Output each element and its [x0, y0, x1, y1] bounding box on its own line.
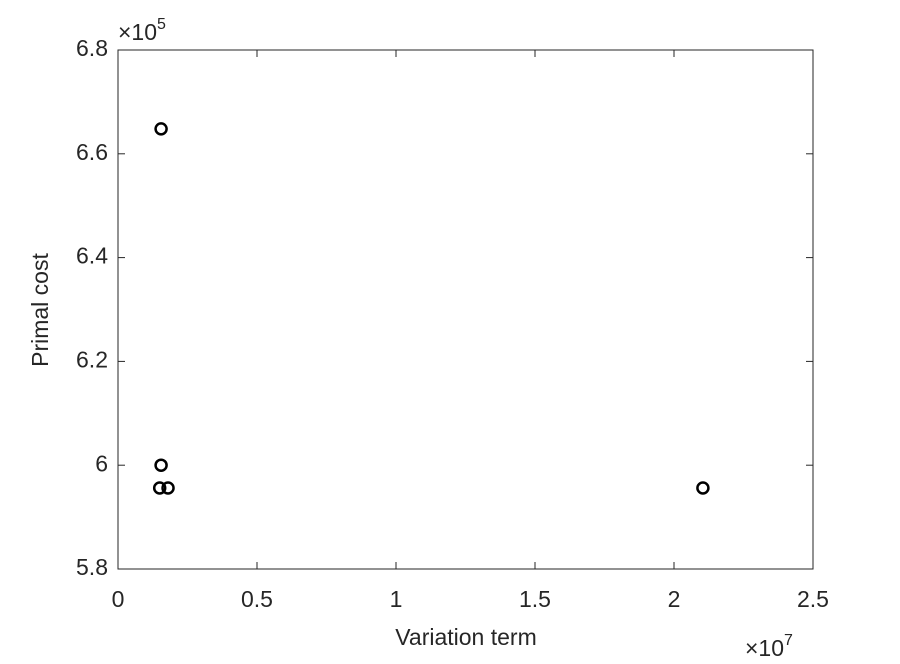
x-exponent-power: 7 [784, 632, 793, 649]
x-tick-label: 0 [112, 586, 125, 612]
y-tick-label: 5.8 [76, 554, 108, 580]
x-exponent-base: ×10 [745, 635, 784, 661]
y-axis-label: Primal cost [27, 253, 53, 367]
point [696, 481, 710, 495]
y-tick-label: 6.2 [76, 346, 108, 372]
x-tick-label: 1.5 [519, 586, 551, 612]
y-tick-label: 6.6 [76, 139, 108, 165]
point [154, 122, 168, 136]
point [161, 481, 175, 495]
x-tick-label: 2 [668, 586, 681, 612]
y-exponent-power: 5 [157, 16, 166, 33]
x-axis-label: Variation term [395, 624, 536, 650]
y-tick-label: 6.4 [76, 243, 108, 269]
point [152, 481, 167, 495]
x-tick-label: 0.5 [241, 586, 273, 612]
plot-box [117, 49, 814, 570]
point [154, 458, 168, 472]
y-exponent: ×105 [118, 16, 166, 45]
y-exponent-base: ×10 [118, 19, 157, 45]
y-tick-label: 6 [95, 450, 108, 476]
y-tick-label: 6.8 [76, 35, 108, 61]
x-tick-label: 1 [390, 586, 403, 612]
x-exponent: ×107 [745, 632, 793, 661]
x-tick-label: 2.5 [797, 586, 829, 612]
